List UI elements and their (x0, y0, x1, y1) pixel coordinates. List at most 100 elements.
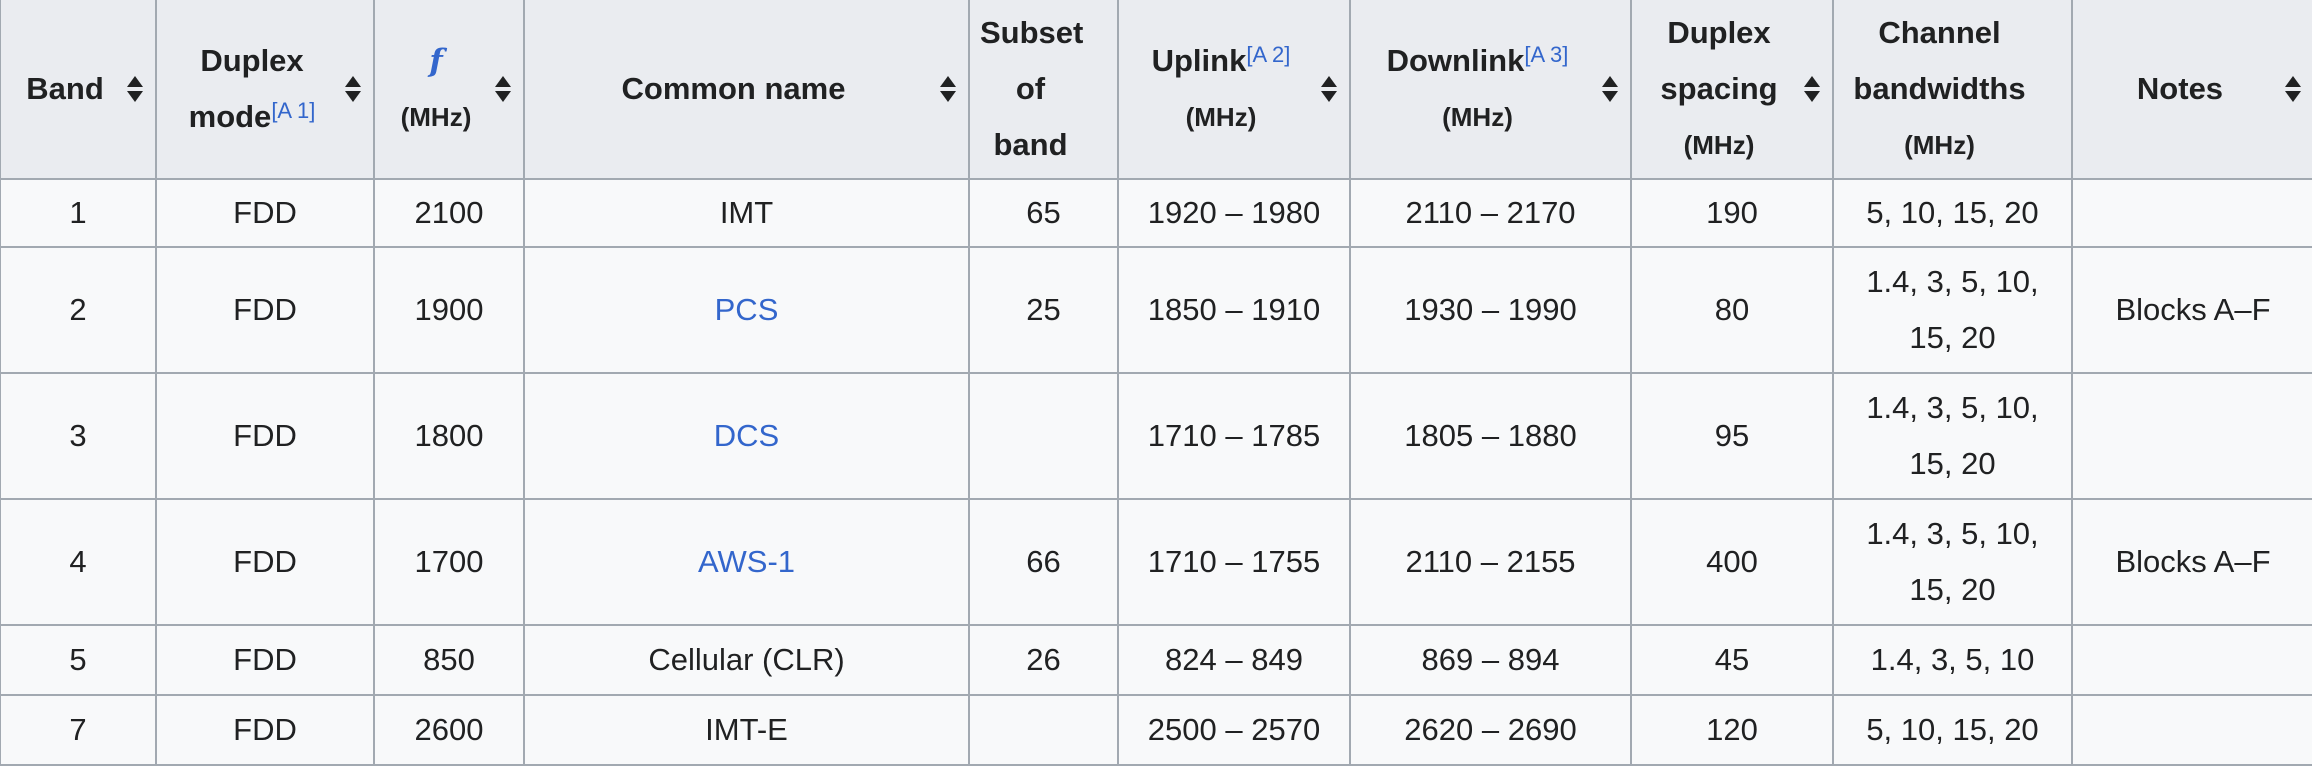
footnote-link[interactable]: [A 2] (1246, 42, 1291, 67)
column-unit: (MHz) (1904, 130, 1975, 160)
cell-uplink: 2500 – 2570 (1117, 694, 1351, 766)
cell-notes (2071, 372, 2312, 500)
cell-spacing: 45 (1630, 624, 1834, 696)
column-header-label: Uplink (1151, 43, 1247, 78)
sort-icon[interactable] (345, 76, 361, 102)
cell-bw: 1.4, 3, 5, 10, 15, 20 (1832, 246, 2073, 374)
sort-icon[interactable] (2285, 76, 2301, 102)
cell-subset: 25 (968, 246, 1119, 374)
column-header-label: Duplex spacing (1660, 15, 1778, 106)
common-name-link[interactable]: DCS (713, 418, 780, 453)
cell-bw: 5, 10, 15, 20 (1832, 694, 2073, 766)
column-header-label: Band (26, 71, 104, 106)
column-header[interactable]: Common name (523, 0, 970, 180)
cell-downlink: 2620 – 2690 (1349, 694, 1632, 766)
common-name-link[interactable]: AWS-1 (697, 544, 796, 579)
cell-band: 7 (0, 694, 157, 766)
column-header: Subset of band (968, 0, 1119, 180)
common-name-link[interactable]: PCS (714, 292, 779, 327)
cell-spacing: 80 (1630, 246, 1834, 374)
cell-mode: FDD (155, 372, 375, 500)
cell-f: 2100 (373, 178, 525, 248)
cell-notes (2071, 178, 2312, 248)
cell-name: Cellular (CLR) (523, 624, 970, 696)
cell-notes (2071, 694, 2312, 766)
cell-downlink: 2110 – 2170 (1349, 178, 1632, 248)
cell-mode: FDD (155, 246, 375, 374)
cell-spacing: 120 (1630, 694, 1834, 766)
sort-icon[interactable] (127, 76, 143, 102)
cell-downlink: 1805 – 1880 (1349, 372, 1632, 500)
footnote-link[interactable]: [A 3] (1524, 42, 1569, 67)
sort-icon[interactable] (1804, 76, 1820, 102)
column-header[interactable]: Notes (2071, 0, 2312, 180)
cell-bw: 1.4, 3, 5, 10 (1832, 624, 2073, 696)
column-unit: (MHz) (1683, 130, 1755, 160)
column-header-label: Channel bandwidths (1853, 15, 2026, 106)
cell-mode: FDD (155, 624, 375, 696)
cell-uplink: 1710 – 1755 (1117, 498, 1351, 626)
cell-band: 3 (0, 372, 157, 500)
table-row: 2 FDD 1900 PCS 25 1850 – 1910 1930 – 1990 80 1.4… (0, 246, 2312, 374)
header-row: Band Duplex mode[A 1] f (MHz) Common name Sub… (0, 0, 2312, 180)
footnote-link[interactable]: [A 1] (271, 98, 316, 123)
cell-name: PCS (523, 246, 970, 374)
cell-uplink: 1710 – 1785 (1117, 372, 1351, 500)
sort-icon[interactable] (1602, 76, 1618, 102)
table-row: 7 FDD 2600 IMT-E 2500 – 2570 2620 – 2690 120 5,… (0, 694, 2312, 766)
cell-f: 850 (373, 624, 525, 696)
cell-bw: 5, 10, 15, 20 (1832, 178, 2073, 248)
cell-band: 5 (0, 624, 157, 696)
cell-downlink: 2110 – 2155 (1349, 498, 1632, 626)
cell-name: IMT (523, 178, 970, 248)
column-header[interactable]: Duplex spacing (MHz) (1630, 0, 1834, 180)
cell-name: IMT-E (523, 694, 970, 766)
sort-icon[interactable] (495, 76, 511, 102)
column-unit: (MHz) (1442, 102, 1513, 132)
table-row: 3 FDD 1800 DCS 1710 – 1785 1805 – 1880 95 1.4, … (0, 372, 2312, 500)
cell-band: 1 (0, 178, 157, 248)
column-header-label: Subset of band (980, 15, 1084, 162)
cell-band: 2 (0, 246, 157, 374)
cell-subset: 65 (968, 178, 1119, 248)
column-unit: (MHz) (400, 102, 472, 132)
column-unit: (MHz) (1185, 102, 1257, 132)
cell-f: 2600 (373, 694, 525, 766)
cell-band: 4 (0, 498, 157, 626)
sort-icon[interactable] (940, 76, 956, 102)
column-header[interactable]: Downlink[A 3] (MHz) (1349, 0, 1632, 180)
cell-name: DCS (523, 372, 970, 500)
cell-mode: FDD (155, 178, 375, 248)
cell-uplink: 824 – 849 (1117, 624, 1351, 696)
column-header[interactable]: f (MHz) (373, 0, 525, 180)
cell-uplink: 1850 – 1910 (1117, 246, 1351, 374)
column-header: Channel bandwidths (MHz) (1832, 0, 2073, 180)
column-header[interactable]: Duplex mode[A 1] (155, 0, 375, 180)
cell-f: 1700 (373, 498, 525, 626)
cell-notes (2071, 624, 2312, 696)
column-header-label: Notes (2136, 71, 2224, 106)
column-header-label: Common name (621, 71, 846, 106)
cell-spacing: 190 (1630, 178, 1834, 248)
cell-uplink: 1920 – 1980 (1117, 178, 1351, 248)
cell-bw: 1.4, 3, 5, 10, 15, 20 (1832, 498, 2073, 626)
column-header[interactable]: Band (0, 0, 157, 180)
cell-notes: Blocks A–F (2071, 246, 2312, 374)
column-header-label: f (429, 43, 443, 79)
column-header-label: Downlink (1386, 43, 1525, 78)
cell-bw: 1.4, 3, 5, 10, 15, 20 (1832, 372, 2073, 500)
cell-downlink: 1930 – 1990 (1349, 246, 1632, 374)
column-header[interactable]: Uplink[A 2] (MHz) (1117, 0, 1351, 180)
table-row: 5 FDD 850 Cellular (CLR) 26 824 – 849 869 – 89… (0, 624, 2312, 696)
cell-f: 1800 (373, 372, 525, 500)
cell-notes: Blocks A–F (2071, 498, 2312, 626)
cell-name: AWS-1 (523, 498, 970, 626)
column-header-label: Duplex mode (188, 43, 304, 134)
sort-icon[interactable] (1321, 76, 1337, 102)
table-row: 4 FDD 1700 AWS-1 66 1710 – 1755 2110 – 2155 400… (0, 498, 2312, 626)
cell-mode: FDD (155, 694, 375, 766)
cell-spacing: 400 (1630, 498, 1834, 626)
cell-subset (968, 694, 1119, 766)
cell-f: 1900 (373, 246, 525, 374)
